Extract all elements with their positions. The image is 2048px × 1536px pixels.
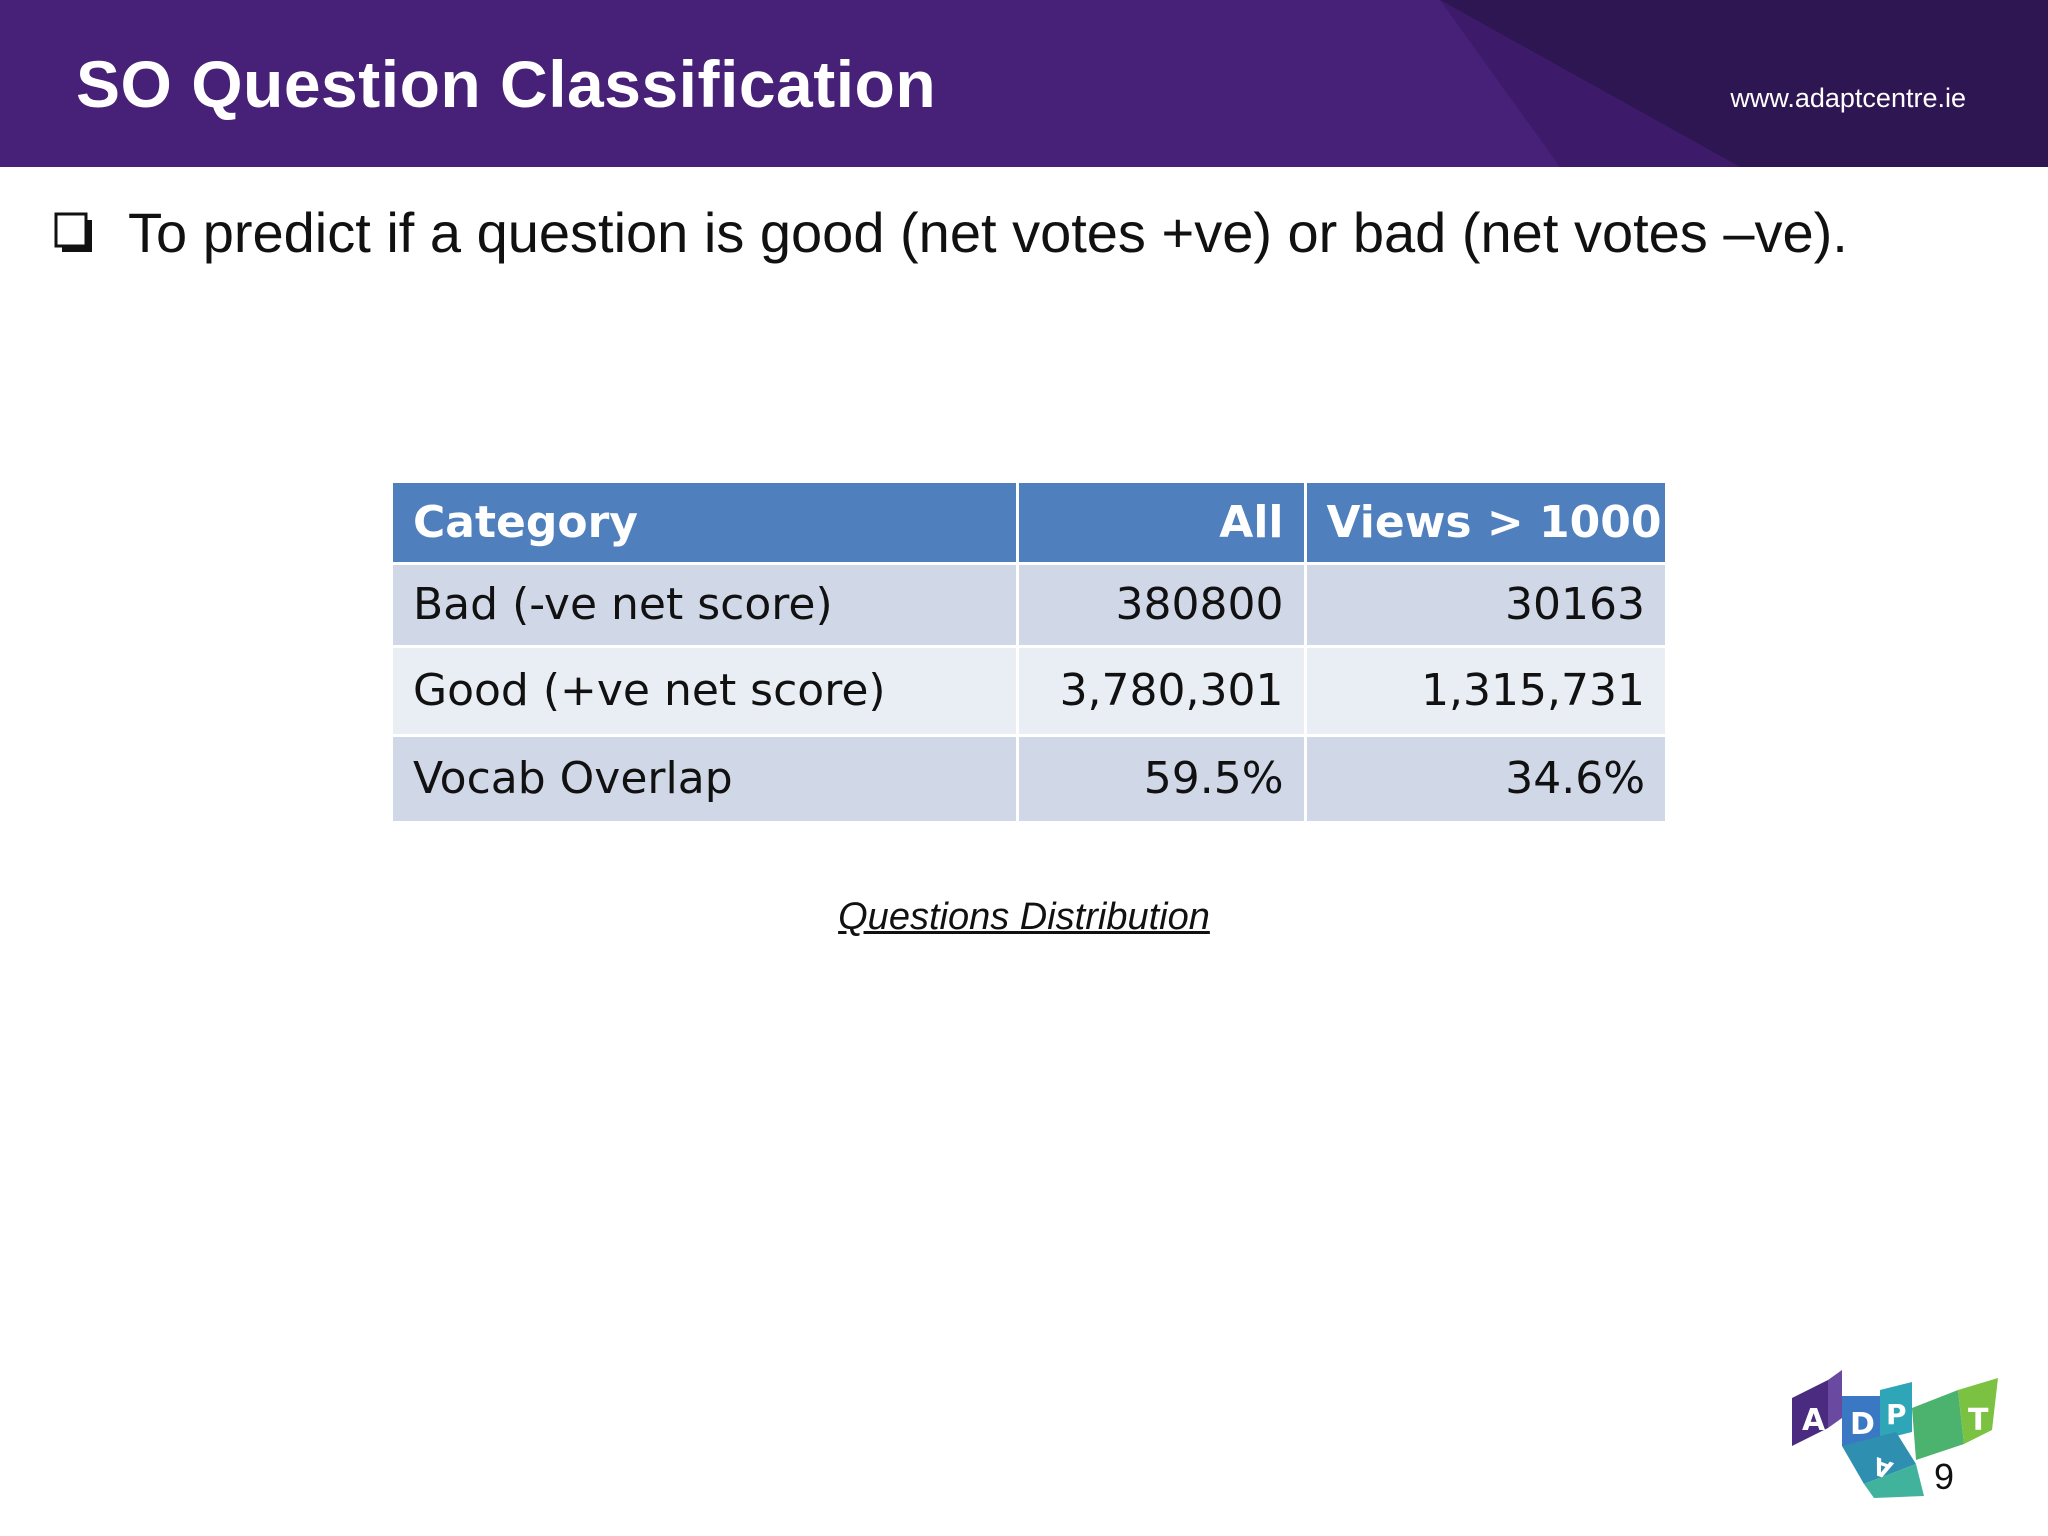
header-views: Views > 1000: [1305, 483, 1665, 565]
header-url: www.adaptcentre.ie: [1730, 83, 1966, 113]
slide-title: SO Question Classification: [76, 47, 937, 121]
cell-views: 30163: [1305, 563, 1665, 648]
logo-letter-t: T: [1968, 1403, 1989, 1438]
table-row: Bad (-ve net score) 380800 30163: [393, 563, 1665, 648]
page-number: 9: [1934, 1456, 1955, 1497]
logo-block-t: [1912, 1390, 1964, 1460]
logo-letter-a: A: [1802, 1403, 1826, 1438]
cell-views: 1,315,731: [1305, 646, 1665, 737]
table-header-row: Category All Views > 1000: [393, 483, 1665, 565]
cell-category: Bad (-ve net score): [393, 563, 1019, 648]
cell-category: Good (+ve net score): [393, 646, 1019, 737]
table-row: Good (+ve net score) 3,780,301 1,315,731: [393, 646, 1665, 737]
adapt-logo: A D P A T: [1792, 1370, 1998, 1498]
questions-distribution-table: Category All Views > 1000 Bad (-ve net s…: [393, 483, 1665, 824]
logo-block-a2: [1842, 1432, 1916, 1484]
cell-all: 380800: [1017, 563, 1307, 648]
bullet-text: To predict if a question is good (net vo…: [128, 201, 1848, 264]
cell-category: Vocab Overlap: [393, 735, 1019, 824]
header-all: All: [1017, 483, 1307, 565]
cell-all: 59.5%: [1017, 735, 1307, 824]
table-row: Vocab Overlap 59.5% 34.6%: [393, 735, 1665, 824]
logo-block-p: [1880, 1382, 1912, 1440]
header-category: Category: [393, 483, 1019, 565]
cell-views: 34.6%: [1305, 735, 1665, 824]
header-background: [0, 0, 2048, 167]
logo-letter-d: D: [1850, 1407, 1875, 1442]
bullet-point: To predict if a question is good (net vo…: [54, 200, 1848, 265]
checkbox-bullet-icon: [54, 212, 94, 254]
logo-block-a: [1792, 1380, 1828, 1446]
logo-letter-p: P: [1886, 1398, 1907, 1431]
cell-all: 3,780,301: [1017, 646, 1307, 737]
table-caption: Questions Distribution: [838, 896, 1210, 938]
slide-header: SO Question Classification www.adaptcent…: [0, 0, 2048, 167]
logo-block-d: [1842, 1396, 1880, 1446]
